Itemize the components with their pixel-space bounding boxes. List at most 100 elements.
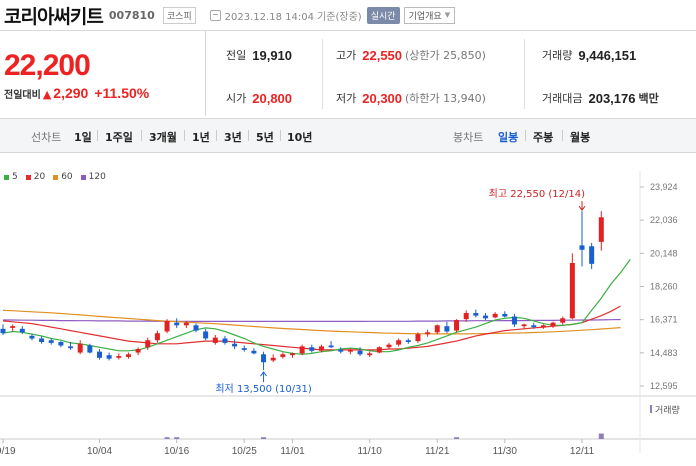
candle-body	[97, 351, 102, 358]
amount-value: 203,176	[588, 90, 636, 106]
candle-body	[540, 325, 546, 328]
candle-body	[145, 340, 151, 348]
candle-body	[550, 322, 556, 327]
amount-unit: 백만	[638, 92, 659, 105]
candle-body	[483, 315, 488, 319]
candle-body	[135, 349, 141, 353]
up-triangle-icon: ▲	[42, 88, 52, 101]
candle-body	[251, 350, 257, 354]
price-stats: 전일 19,910 고가 22,550 (상한가 25,850) 거래량 9,4…	[205, 31, 696, 116]
tab-1d[interactable]: 1일	[74, 131, 92, 144]
candle-body	[232, 343, 238, 347]
candle-body	[39, 338, 45, 342]
tab-divider	[216, 130, 217, 141]
x-tick-label: 11/01	[280, 446, 305, 457]
y-tick-label: 16,371	[650, 315, 678, 325]
prev-close-label: 전일	[226, 49, 247, 62]
max-arrow-head	[578, 205, 586, 211]
candle-body	[154, 333, 160, 341]
company-overview-dropdown[interactable]: 기업개요 ▼	[403, 6, 456, 24]
amount-stat: 거래대금 203,176 백만	[542, 90, 659, 106]
candle-body	[531, 325, 537, 328]
tab-10y[interactable]: 10년	[287, 131, 313, 144]
candle-body	[425, 332, 431, 335]
candle-body	[241, 348, 247, 350]
tab-divider	[525, 130, 526, 141]
candle-body	[502, 313, 508, 317]
open-stat: 시가 20,800	[226, 90, 292, 106]
candle-body	[357, 350, 363, 355]
min-price-annotation: 최저 13,500 (10/31)	[215, 383, 311, 395]
tab-weekly[interactable]: 주봉	[533, 131, 554, 144]
candle-body	[270, 357, 276, 361]
tab-daily[interactable]: 일봉	[498, 131, 519, 144]
x-tick-label: 09/19	[0, 446, 16, 457]
low-stat: 저가 20,300 (하한가 13,940)	[336, 90, 486, 106]
realtime-button[interactable]: 실시간	[366, 6, 400, 24]
candle-body	[19, 328, 25, 333]
legend-ma120: 120	[80, 172, 106, 182]
low-value: 20,300	[362, 90, 403, 106]
candle-body	[347, 349, 353, 352]
candle-body	[318, 346, 324, 351]
candle-body	[376, 347, 382, 353]
high-value: 22,550	[362, 47, 403, 63]
tab-3y[interactable]: 3년	[224, 131, 242, 144]
y-tick-label: 18,260	[650, 281, 678, 291]
current-price: 22,200	[4, 49, 91, 82]
stock-name: 코리아써키트	[4, 5, 104, 28]
legend-swatch	[53, 174, 59, 180]
candle-body	[68, 346, 74, 349]
candle-body	[164, 320, 170, 332]
candle-body	[203, 331, 209, 339]
candle-body	[560, 318, 566, 323]
candle-body	[183, 322, 189, 326]
y-tick-label: 12,595	[650, 381, 678, 391]
candle-body	[29, 335, 35, 339]
candle-body	[511, 316, 517, 325]
candle-body	[598, 217, 604, 242]
tab-divider	[248, 130, 249, 141]
stock-code: 007810	[108, 8, 155, 22]
candle-body	[415, 334, 421, 342]
candle-body	[328, 345, 334, 348]
legend-ma5: 5	[4, 172, 18, 182]
tab-1w[interactable]: 1주일	[105, 131, 133, 144]
tab-1y[interactable]: 1년	[192, 131, 210, 144]
tab-divider	[97, 130, 98, 141]
volume-bar	[164, 437, 170, 439]
volume-bar	[261, 437, 267, 439]
stock-header: 코리아써키트 007810 코스피 2023.12.18 14:04 기준(장중…	[0, 0, 696, 30]
max-price-annotation: 최고 22,550 (12/14)	[489, 188, 585, 200]
x-tick-label: 10/16	[164, 446, 189, 457]
volume-value: 9,446,151	[578, 47, 637, 63]
stat-divider	[322, 39, 323, 109]
x-tick-label: 11/30	[493, 446, 518, 457]
candle-body	[77, 343, 83, 353]
candle-body	[290, 353, 295, 356]
candle-body	[367, 353, 373, 356]
candle-body	[589, 246, 595, 264]
tab-5y[interactable]: 5년	[256, 131, 274, 144]
line-chart-label: 선차트	[31, 131, 62, 144]
amount-label: 거래대금	[542, 92, 583, 105]
y-tick-label: 22,036	[650, 215, 678, 225]
tab-divider	[184, 130, 185, 141]
legend-ma5-label: 5	[12, 172, 18, 182]
candle-body	[444, 326, 450, 332]
ma60-line	[2, 309, 621, 335]
candle-body	[454, 320, 460, 331]
legend-swatch	[4, 174, 9, 180]
candle-body	[463, 313, 469, 320]
candle-body	[116, 356, 122, 358]
quote-datetime: 2023.12.18 14:04 기준(장중)	[224, 11, 362, 23]
candle-body	[212, 337, 218, 343]
lower-limit: (하한가 13,940)	[405, 92, 486, 105]
volume-legend-label: 거래량	[655, 404, 680, 416]
open-label: 시가	[226, 92, 247, 105]
ma5-line	[2, 259, 631, 355]
x-tick-label: 12/11	[570, 446, 595, 457]
change-label: 전일대비	[4, 90, 41, 101]
tab-3m[interactable]: 3개월	[149, 131, 177, 144]
tab-monthly[interactable]: 월봉	[570, 131, 591, 144]
